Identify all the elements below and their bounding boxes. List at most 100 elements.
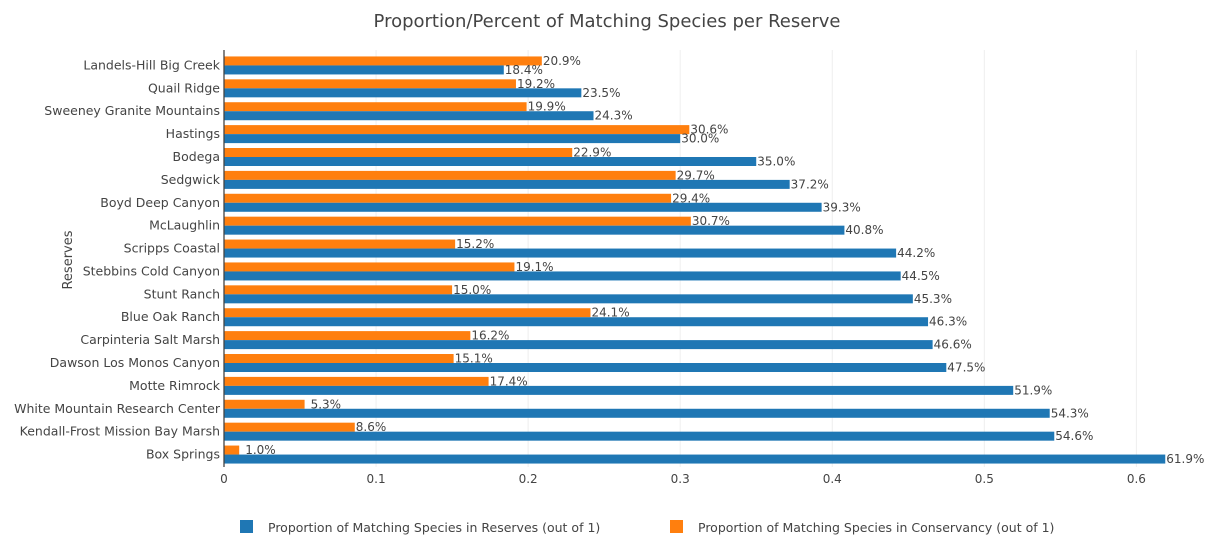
data-label-conservancy: 16.2% bbox=[471, 329, 509, 343]
legend: Proportion of Matching Species in Reserv… bbox=[240, 520, 1054, 535]
data-label-conservancy: 24.1% bbox=[591, 306, 629, 320]
category-label: Box Springs bbox=[146, 447, 220, 462]
bar-reserves bbox=[224, 179, 790, 189]
bar-conservancy bbox=[224, 148, 573, 157]
legend-swatch-conservancy bbox=[670, 520, 683, 533]
category-labels: Landels-Hill Big Creek Quail Ridge Sweeney… bbox=[14, 57, 221, 461]
data-label-conservancy: 29.4% bbox=[672, 191, 710, 205]
data-label-reserves: 39.3% bbox=[823, 200, 861, 214]
category-label: Blue Oak Ranch bbox=[121, 309, 220, 324]
data-label-reserves: 37.2% bbox=[791, 177, 829, 191]
bar-conservancy bbox=[224, 445, 240, 455]
bar-reserves bbox=[224, 271, 901, 281]
bar-reserves bbox=[224, 157, 757, 166]
category-label: Dawson Los Monos Canyon bbox=[50, 355, 220, 370]
bar-reserves bbox=[224, 363, 947, 372]
data-label-reserves: 46.6% bbox=[934, 338, 972, 352]
bar-reserves bbox=[224, 225, 845, 235]
data-label-reserves: 46.3% bbox=[929, 315, 967, 329]
bar-reserves bbox=[224, 88, 582, 98]
bar-reserves bbox=[224, 111, 594, 121]
category-label: Sweeney Granite Mountains bbox=[44, 103, 220, 118]
category-label: Carpinteria Salt Marsh bbox=[80, 332, 220, 347]
category-label: Landels-Hill Big Creek bbox=[83, 57, 220, 72]
bar-conservancy bbox=[224, 376, 489, 386]
x-tick-labels: 0 0.1 0.2 0.3 0.4 0.5 0.6 bbox=[220, 472, 1146, 486]
data-label-conservancy: 8.6% bbox=[356, 420, 387, 434]
data-label-conservancy: 22.9% bbox=[573, 146, 611, 160]
data-label-conservancy: 30.6% bbox=[690, 123, 728, 137]
bar-reserves bbox=[224, 248, 897, 258]
x-tick-label: 0.1 bbox=[367, 472, 386, 486]
x-tick-label: 0.3 bbox=[671, 472, 690, 486]
data-label-conservancy: 30.7% bbox=[692, 214, 730, 228]
category-label: Quail Ridge bbox=[148, 80, 220, 95]
bar-conservancy bbox=[224, 239, 456, 249]
bar-reserves bbox=[224, 294, 913, 304]
bar-reserves bbox=[224, 454, 1166, 464]
category-label: Bodega bbox=[173, 149, 220, 164]
bar-reserves bbox=[224, 134, 681, 144]
y-axis-label: Reserves bbox=[61, 230, 76, 289]
x-tick-label: 0.5 bbox=[975, 472, 994, 486]
category-label: McLaughlin bbox=[149, 218, 220, 233]
data-label-conservancy: 19.9% bbox=[528, 100, 566, 114]
category-label: Scripps Coastal bbox=[124, 241, 220, 256]
bar-conservancy bbox=[224, 308, 591, 318]
data-label-conservancy: 15.0% bbox=[453, 283, 491, 297]
bar-conservancy bbox=[224, 422, 355, 432]
chart-title: Proportion/Percent of Matching Species p… bbox=[374, 11, 841, 32]
x-tick-label: 0.4 bbox=[823, 472, 842, 486]
category-label: Hastings bbox=[166, 126, 220, 141]
legend-swatch-reserves bbox=[240, 520, 253, 533]
bar-reserves bbox=[224, 385, 1014, 395]
bar-reserves bbox=[224, 317, 929, 327]
legend-label-reserves: Proportion of Matching Species in Reserv… bbox=[268, 520, 600, 535]
x-tick-label: 0 bbox=[220, 472, 228, 486]
bar-reserves bbox=[224, 408, 1050, 418]
data-label-conservancy: 19.1% bbox=[515, 260, 553, 274]
data-label-reserves: 51.9% bbox=[1014, 383, 1052, 397]
bars bbox=[224, 56, 1166, 464]
category-label: Kendall-Frost Mission Bay Marsh bbox=[20, 424, 220, 439]
bar-reserves bbox=[224, 340, 933, 350]
bar-conservancy bbox=[224, 262, 515, 272]
data-label-reserves: 54.3% bbox=[1051, 406, 1089, 420]
data-label-conservancy: 20.9% bbox=[543, 54, 581, 68]
data-labels: 20.9%18.4%19.2% 23.5% 19.9% 24.3% 30.6%30.0%… bbox=[245, 54, 1204, 466]
bar-conservancy bbox=[224, 56, 542, 66]
x-tick-label: 0.6 bbox=[1127, 472, 1146, 486]
data-label-reserves: 30.0% bbox=[681, 132, 719, 146]
data-label-reserves: 54.6% bbox=[1055, 429, 1093, 443]
category-label: Boyd Deep Canyon bbox=[100, 195, 220, 210]
data-label-conservancy: 1.0% bbox=[245, 443, 276, 457]
data-label-reserves: 23.5% bbox=[582, 86, 620, 100]
bar-conservancy bbox=[224, 399, 305, 409]
bar-reserves bbox=[224, 202, 822, 212]
data-label-reserves: 40.8% bbox=[845, 223, 883, 237]
category-label: Stebbins Cold Canyon bbox=[83, 263, 220, 278]
data-label-reserves: 45.3% bbox=[914, 292, 952, 306]
bar-conservancy bbox=[224, 79, 516, 89]
bar-conservancy bbox=[224, 285, 453, 295]
data-label-reserves: 18.4% bbox=[505, 63, 543, 77]
data-label-reserves: 44.5% bbox=[902, 269, 940, 283]
data-label-reserves: 61.9% bbox=[1166, 452, 1204, 466]
data-label-reserves: 47.5% bbox=[947, 361, 985, 375]
bar-reserves bbox=[224, 65, 504, 75]
data-label-reserves: 44.2% bbox=[897, 246, 935, 260]
bar-conservancy bbox=[224, 216, 691, 226]
data-label-reserves: 24.3% bbox=[595, 109, 633, 123]
data-label-conservancy: 17.4% bbox=[490, 374, 528, 388]
bar-conservancy bbox=[224, 193, 672, 203]
bar-reserves bbox=[224, 431, 1055, 441]
data-label-conservancy: 29.7% bbox=[677, 168, 715, 182]
bar-conservancy bbox=[224, 354, 454, 363]
data-label-reserves: 35.0% bbox=[757, 155, 795, 169]
data-label-conservancy: 19.2% bbox=[517, 77, 555, 91]
data-label-conservancy: 5.3% bbox=[311, 397, 342, 411]
legend-label-conservancy: Proportion of Matching Species in Conser… bbox=[698, 520, 1054, 535]
data-label-conservancy: 15.2% bbox=[456, 237, 494, 251]
x-tick-label: 0.2 bbox=[519, 472, 538, 486]
